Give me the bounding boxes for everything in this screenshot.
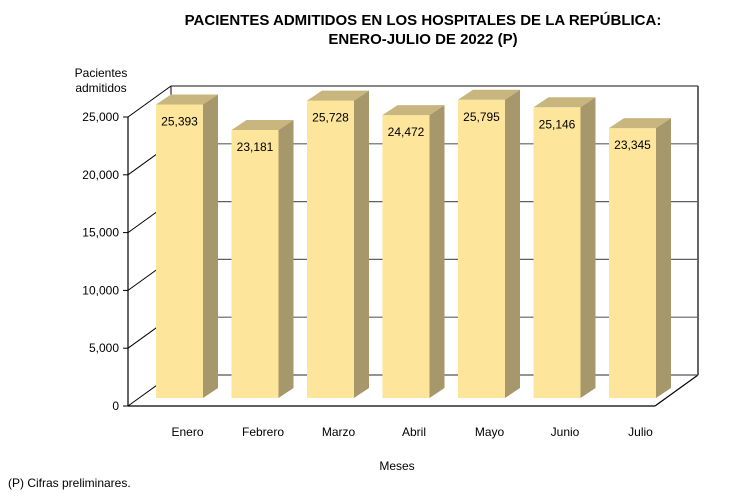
bar-side-face — [656, 118, 671, 398]
bar-side-face — [203, 94, 218, 399]
bar-side-face — [278, 120, 294, 398]
bar-front-face — [609, 128, 656, 398]
y-tick-label: 20,000 — [82, 168, 119, 182]
bar-enero: 25,393 — [156, 94, 218, 399]
x-tick-label: Junio — [551, 425, 580, 439]
bar-top-face — [156, 94, 218, 105]
bar-data-label: 23,181 — [237, 140, 274, 154]
chart-title-line-2: ENERO-JULIO DE 2022 (P) — [328, 31, 517, 48]
bar-top-face — [231, 120, 294, 131]
bar-top-face — [609, 118, 671, 129]
bar-data-label: 25,795 — [463, 110, 500, 124]
bar-side-face — [354, 90, 369, 398]
x-tick-label: Marzo — [322, 425, 356, 439]
x-axis-tick-labels: Enero Febrero Marzo Abril Mayo Junio Julio — [171, 425, 653, 439]
bar-data-label: 25,146 — [539, 117, 576, 131]
bar-top-face — [458, 89, 520, 100]
bar-front-face — [231, 130, 279, 398]
bar-side-face — [429, 105, 445, 398]
bar-front-face — [156, 104, 203, 399]
bar-top-face — [533, 97, 596, 108]
bar-febrero: 23,181 — [231, 120, 294, 398]
floor-right-edge — [654, 374, 699, 407]
bar-top-face — [307, 90, 369, 101]
y-axis-label-line-1: Pacientes — [75, 66, 128, 80]
y-tick-label: 15,000 — [82, 226, 119, 240]
chart-title-line-1: PACIENTES ADMITIDOS EN LOS HOSPITALES DE… — [185, 11, 662, 29]
bar-mayo: 25,795 — [458, 89, 520, 398]
bar-top-face — [382, 105, 445, 116]
bar-data-label: 23,345 — [614, 138, 651, 152]
bar-front-face — [307, 100, 354, 398]
bar-junio: 25,146 — [533, 97, 596, 398]
bar-side-face — [505, 89, 520, 398]
bar-data-label: 25,728 — [312, 111, 349, 125]
y-tick-label: 0 — [112, 399, 119, 413]
chart-title: PACIENTES ADMITIDOS EN LOS HOSPITALES DE… — [185, 11, 662, 48]
bar-front-face — [458, 99, 505, 398]
bar-front-face — [382, 115, 430, 398]
bar-data-label: 25,393 — [161, 114, 198, 128]
x-tick-label: Abril — [402, 425, 426, 439]
y-tick-label: 5,000 — [89, 341, 119, 355]
x-axis-label: Meses — [379, 459, 414, 473]
bar-julio: 23,345 — [609, 118, 671, 398]
x-tick-label: Enero — [171, 425, 203, 439]
y-axis-ticks: 0 5,000 10,000 15,000 20,000 25,000 — [82, 110, 128, 413]
y-tick-label: 10,000 — [82, 283, 119, 297]
y-axis-label-line-2: admitidos — [75, 81, 126, 95]
x-tick-label: Julio — [628, 425, 653, 439]
bar-marzo: 25,728 — [307, 90, 369, 398]
footnote: (P) Cifras preliminares. — [8, 476, 131, 490]
bar-abril: 24,472 — [382, 105, 445, 398]
x-tick-label: Febrero — [242, 425, 284, 439]
bar-side-face — [580, 97, 596, 398]
bars: 25,393 23,181 25,728 24,472 25,795 25,146 23,3… — [156, 89, 671, 399]
bar-front-face — [533, 107, 581, 398]
bar-data-label: 24,472 — [388, 125, 425, 139]
side-wall-gridline — [127, 85, 172, 118]
x-tick-label: Mayo — [475, 425, 505, 439]
y-tick-label: 25,000 — [82, 110, 119, 124]
